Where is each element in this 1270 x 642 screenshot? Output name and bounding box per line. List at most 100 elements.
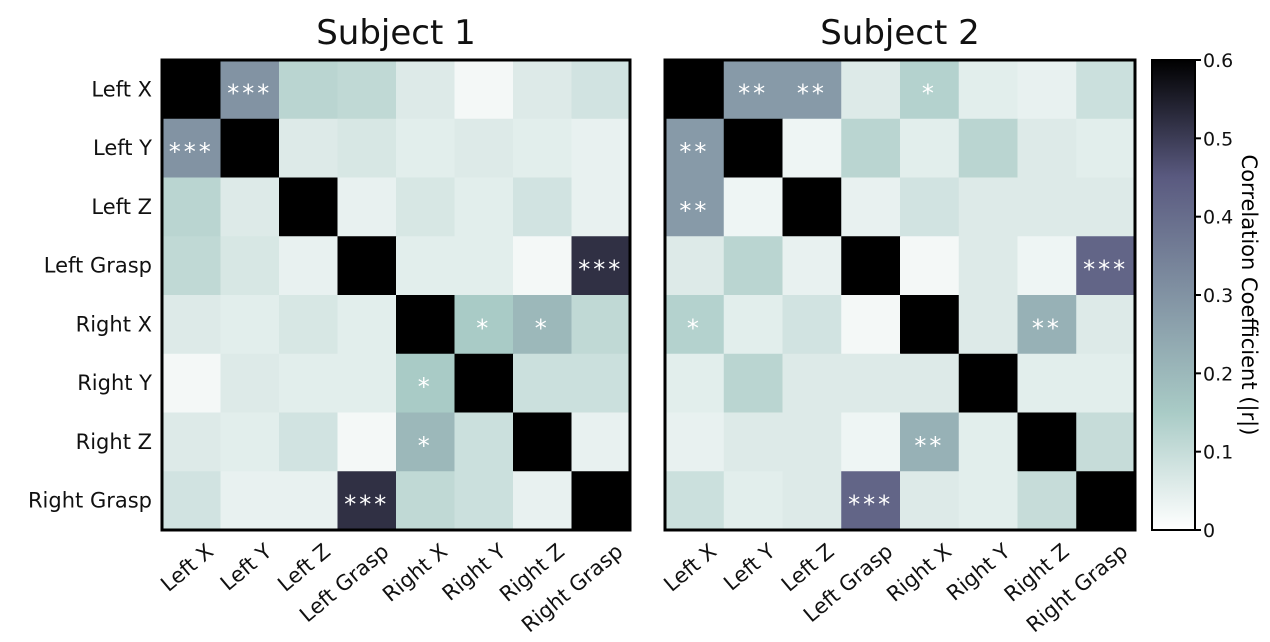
heatmap-cell: [220, 295, 280, 355]
heatmap-cell: [782, 353, 842, 413]
heatmap-cell: [220, 236, 280, 296]
heatmap-cell: [337, 412, 397, 472]
column-label: Left X: [659, 539, 721, 596]
row-label: Left Z: [91, 195, 152, 219]
heatmap-cell: [665, 412, 725, 472]
heatmap-cell: [279, 353, 338, 413]
heatmap-cell: [1076, 353, 1136, 413]
column-label: Right Y: [942, 539, 1015, 606]
heatmap-cell: [220, 353, 280, 413]
significance-marker: **: [1032, 314, 1062, 342]
significance-marker: **: [797, 79, 827, 107]
heatmap-cell: [571, 353, 631, 413]
significance-marker: *: [418, 432, 433, 460]
significance-marker: ***: [227, 79, 272, 107]
heatmap-cell: [162, 118, 221, 178]
heatmap-cell: [900, 471, 960, 531]
heatmap-cell: [1076, 295, 1136, 355]
heatmap-cell: [841, 60, 901, 120]
heatmap-cell: [958, 412, 1018, 472]
column-label: Right Y: [438, 539, 511, 606]
colorbar-label: Correlation Coefficient (|r|): [1236, 155, 1261, 436]
heatmap-cell: [958, 471, 1018, 531]
colorbar-tick-label: 0.5: [1203, 128, 1233, 150]
heatmap-cell: [1076, 177, 1136, 237]
significance-marker: *: [535, 314, 550, 342]
heatmap-cell: [723, 353, 783, 413]
heatmap-cell: [1017, 295, 1077, 355]
significance-marker: ***: [578, 256, 623, 284]
column-label: Right X: [882, 539, 956, 606]
heatmap-cell: [900, 412, 960, 472]
heatmap-cell: [396, 295, 455, 355]
heatmap-cell: [782, 236, 842, 296]
heatmap-cell: [513, 295, 572, 355]
heatmap-cell: [571, 118, 631, 178]
heatmap-cell: [220, 118, 280, 178]
heatmap-cell: [571, 471, 631, 531]
heatmap-cell: [454, 177, 514, 237]
heatmap-cell: [958, 295, 1018, 355]
heatmap-cell: [454, 471, 514, 531]
heatmap-cell: [513, 177, 572, 237]
heatmap-cell: [396, 471, 455, 531]
panel-title: Subject 2: [820, 13, 980, 53]
heatmap-cell: [1017, 236, 1077, 296]
column-label: Right Grasp: [1022, 539, 1132, 637]
heatmap-cell: [958, 118, 1018, 178]
heatmap-cell: [571, 177, 631, 237]
row-label: Right Y: [77, 371, 152, 395]
row-label: Right Grasp: [28, 489, 152, 513]
heatmap-cell: [841, 295, 901, 355]
heatmap-cell: [337, 60, 397, 120]
row-label: Right X: [76, 312, 152, 336]
panel-title: Subject 1: [316, 13, 476, 53]
heatmap-cell: [279, 177, 338, 237]
significance-marker: *: [922, 79, 937, 107]
heatmap-cell: [723, 295, 783, 355]
heatmap-cell: [958, 353, 1018, 413]
heatmap-cell: [782, 412, 842, 472]
heatmap-cell: [958, 177, 1018, 237]
heatmap-cell: [571, 412, 631, 472]
significance-marker: *: [687, 314, 702, 342]
heatmap-cell: [337, 353, 397, 413]
colorbar-tick-label: 0.4: [1203, 207, 1233, 229]
heatmap-cell: [1017, 353, 1077, 413]
heatmap-cell: [1076, 236, 1136, 296]
heatmap-cell: [900, 60, 960, 120]
heatmap-cell: [665, 471, 725, 531]
significance-marker: *: [476, 314, 491, 342]
heatmap-cell: [665, 295, 725, 355]
column-label: Left Y: [216, 539, 277, 595]
heatmap-cell: [723, 471, 783, 531]
heatmap-cell: [396, 236, 455, 296]
row-label: Left Y: [93, 136, 152, 160]
colorbar-ticks: 0 0.1 0.2 0.3 0.4 0.5 0.6: [1195, 50, 1233, 542]
heatmap-cell: [571, 295, 631, 355]
heatmap-cell: [900, 118, 960, 178]
heatmap-cell: [337, 471, 397, 531]
heatmap-cell: [513, 353, 572, 413]
heatmap-cell: [782, 295, 842, 355]
heatmap-panel-2: Subject 2** ** ********* *******Left XLeft …: [659, 13, 1137, 637]
heatmap-cell: [723, 60, 783, 120]
column-label: Right Grasp: [517, 539, 627, 637]
heatmap-cell: [279, 60, 338, 120]
row-label: Right Z: [76, 430, 152, 454]
colorbar-tick-label: 0.6: [1203, 50, 1233, 72]
heatmap-cell: [337, 295, 397, 355]
heatmap-frame: [160, 58, 632, 532]
colorbar-tick-label: 0.3: [1203, 285, 1233, 307]
heatmap-cell: [396, 412, 455, 472]
heatmap-cell: [665, 236, 725, 296]
column-label: Right X: [378, 539, 452, 606]
heatmap-cell: [841, 471, 901, 531]
heatmap-cell: [279, 412, 338, 472]
row-label: Left Grasp: [44, 254, 152, 278]
heatmap-cell: [513, 60, 572, 120]
significance-marker: ***: [169, 138, 214, 166]
heatmap-cell: [841, 353, 901, 413]
